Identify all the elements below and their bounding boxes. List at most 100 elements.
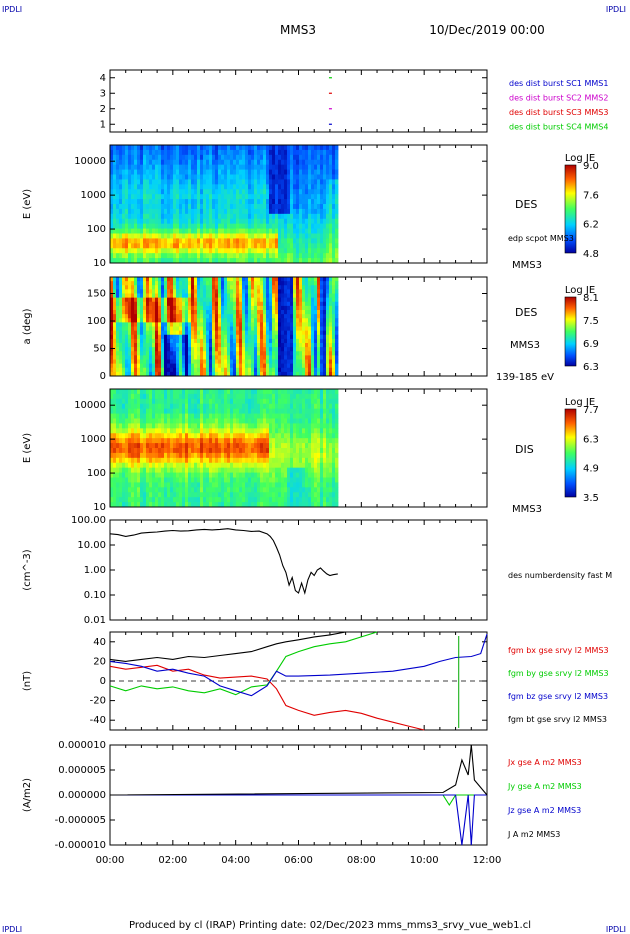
spectrogram-cell (230, 347, 234, 352)
spectrogram-cell (236, 285, 240, 290)
spectrogram-cell (242, 159, 246, 166)
spectrogram-cell (302, 318, 306, 323)
spectrogram-cell (122, 359, 126, 365)
spectrogram-cell (182, 258, 186, 264)
spectrogram-cell (275, 310, 279, 315)
spectrogram-cell (242, 418, 246, 424)
spectrogram-cell (242, 301, 246, 307)
spectrogram-cell (155, 318, 159, 323)
spectrogram-cell (128, 149, 132, 156)
spectrogram-cell (182, 238, 186, 244)
spectrogram-cell (317, 179, 321, 185)
spectrogram-cell (221, 448, 225, 454)
spectrogram-cell (212, 448, 216, 454)
spectrogram-cell (188, 371, 192, 377)
spectrogram-cell (185, 393, 189, 400)
spectrogram-cell (176, 305, 180, 311)
spectrogram-cell (113, 487, 117, 493)
spectrogram-cell (128, 184, 132, 190)
spectrogram-cell (239, 179, 243, 185)
spectrogram-cell (191, 169, 195, 175)
spectrogram-cell (203, 184, 207, 190)
spectrogram-cell (326, 293, 330, 299)
spectrogram-cell (278, 208, 282, 215)
spectrogram-cell (167, 359, 171, 365)
spectrogram-cell (161, 305, 165, 311)
spectrogram-cell (224, 318, 228, 323)
spectrogram-cell (218, 305, 222, 311)
spectrogram-cell (296, 371, 300, 377)
spectrogram-cell (149, 285, 153, 290)
spectrogram-cell (242, 285, 246, 290)
spectrogram-cell (212, 289, 216, 294)
spectrogram-cell (161, 423, 165, 429)
spectrogram-cell (125, 351, 129, 356)
spectrogram-cell (143, 199, 147, 205)
spectrogram-cell (290, 301, 294, 307)
spectrogram-cell (179, 204, 183, 210)
spectrogram-cell (116, 472, 120, 478)
spectrogram-cell (203, 408, 207, 414)
spectrogram-cell (146, 389, 150, 395)
spectrogram-cell (203, 334, 207, 340)
spectrogram-cell (293, 174, 297, 180)
spectrogram-cell (335, 145, 339, 151)
spectrogram-cell (113, 457, 117, 464)
spectrogram-cell (332, 277, 336, 282)
spectrogram-cell (200, 351, 204, 356)
spectrogram-cell (317, 297, 321, 303)
spectrogram-cell (113, 218, 117, 225)
spectrogram-cell (197, 154, 201, 161)
spectrogram-cell (335, 285, 339, 290)
spectrogram-cell (275, 326, 279, 332)
spectrogram-cell (317, 343, 321, 348)
spectrogram-cell (161, 194, 165, 200)
spectrogram-cell (206, 285, 210, 290)
spectrogram-cell (176, 149, 180, 156)
spectrogram-cell (266, 281, 270, 286)
spectrogram-cell (218, 492, 222, 498)
spectrogram-cell (164, 194, 168, 200)
spectrogram-cell (116, 238, 120, 244)
spectrogram-cell (143, 159, 147, 166)
spectrogram-cell (227, 363, 231, 369)
spectrogram-cell (332, 305, 336, 311)
spectrogram-cell (290, 179, 294, 185)
spectrogram-cell (137, 359, 141, 365)
spectrogram-cell (332, 199, 336, 205)
spectrogram-cell (221, 398, 225, 405)
spectrogram-cell (155, 457, 159, 464)
spectrogram-cell (233, 233, 237, 239)
spectrogram-cell (314, 285, 318, 290)
spectrogram-cell (320, 248, 324, 254)
spectrogram-cell (263, 258, 267, 264)
spectrogram-cell (110, 482, 114, 488)
spectrogram-cell (224, 208, 228, 215)
spectrogram-cell (335, 184, 339, 190)
spectrogram-cell (257, 371, 261, 377)
spectrogram-cell (206, 213, 210, 220)
spectrogram-cell (203, 253, 207, 259)
spectrogram-cell (140, 462, 144, 469)
spectrogram-cell (272, 218, 276, 225)
spectrogram-cell (320, 223, 324, 229)
spectrogram-cell (278, 355, 282, 360)
spectrogram-cell (236, 154, 240, 161)
spectrogram-cell (128, 367, 132, 373)
spectrogram-cell (131, 218, 135, 225)
spectrogram-cell (170, 174, 174, 180)
spectrogram-cell (272, 184, 276, 190)
spectrogram-cell (113, 443, 117, 449)
spectrogram-cell (143, 334, 147, 340)
spectrogram-cell (125, 314, 129, 319)
spectrogram-cell (287, 351, 291, 356)
spectrogram-cell (335, 199, 339, 205)
spectrogram-cell (305, 310, 309, 315)
spectrogram-cell (233, 189, 237, 195)
spectrogram-cell (125, 310, 129, 315)
spectrogram-cell (197, 330, 201, 336)
spectrogram-cell (188, 448, 192, 454)
spectrogram-cell (224, 228, 228, 234)
spectrogram-cell (110, 472, 114, 478)
spectrogram-cell (314, 208, 318, 215)
